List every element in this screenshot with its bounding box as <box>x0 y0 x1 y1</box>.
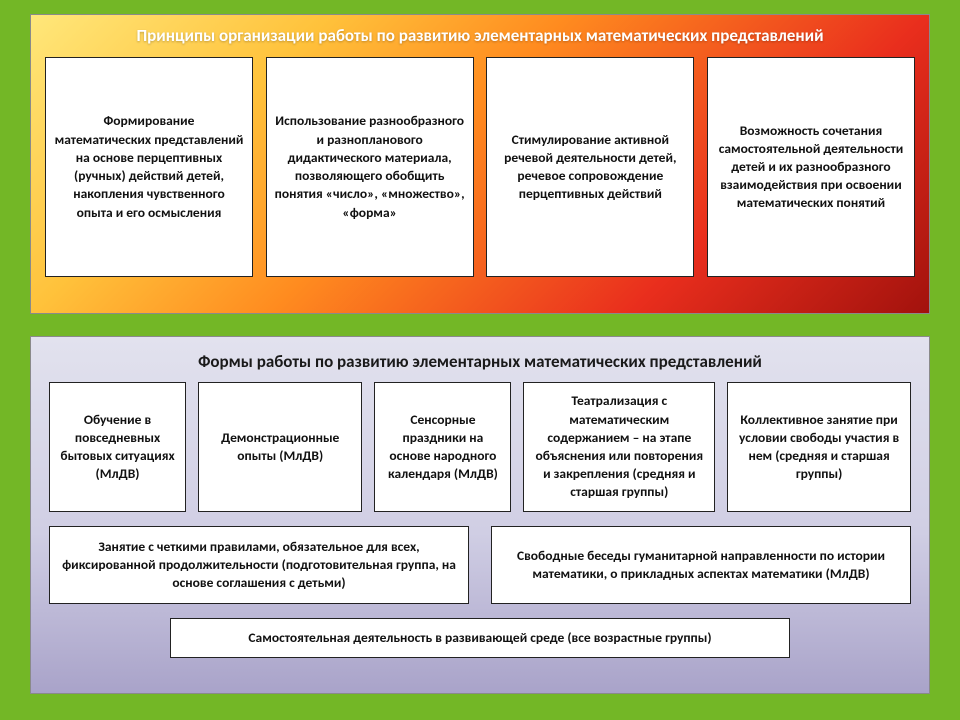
principles-row: Формирование математических представлени… <box>45 57 915 277</box>
forms-panel: Формы работы по развитию элементарных ма… <box>30 336 930 694</box>
form-card: Самостоятельная деятельность в развивающ… <box>170 618 790 658</box>
principles-title: Принципы организации работы по развитию … <box>45 21 915 57</box>
principle-card: Использование разнообразного и разноплан… <box>266 57 474 277</box>
form-card: Обучение в повседневных бытовых ситуация… <box>49 382 186 512</box>
form-card: Свободные беседы гуманитарной направленн… <box>491 526 911 604</box>
form-card: Сенсорные праздники на основе народного … <box>374 382 511 512</box>
forms-row-2: Занятие с четкими правилами, обязательно… <box>49 526 911 604</box>
forms-row-3: Самостоятельная деятельность в развивающ… <box>49 618 911 658</box>
form-card: Коллективное занятие при условии свободы… <box>727 382 911 512</box>
principles-panel: Принципы организации работы по развитию … <box>30 14 930 314</box>
principle-card: Возможность сочетания самостоятельной де… <box>707 57 915 277</box>
principle-card: Стимулирование активной речевой деятельн… <box>486 57 694 277</box>
form-card: Демонстрационные опыты (МлДВ) <box>198 382 362 512</box>
principle-card: Формирование математических представлени… <box>45 57 253 277</box>
form-card: Занятие с четкими правилами, обязательно… <box>49 526 469 604</box>
forms-title: Формы работы по развитию элементарных ма… <box>49 347 911 382</box>
form-card: Театрализация с математическим содержани… <box>523 382 715 512</box>
forms-row-1: Обучение в повседневных бытовых ситуация… <box>49 382 911 512</box>
